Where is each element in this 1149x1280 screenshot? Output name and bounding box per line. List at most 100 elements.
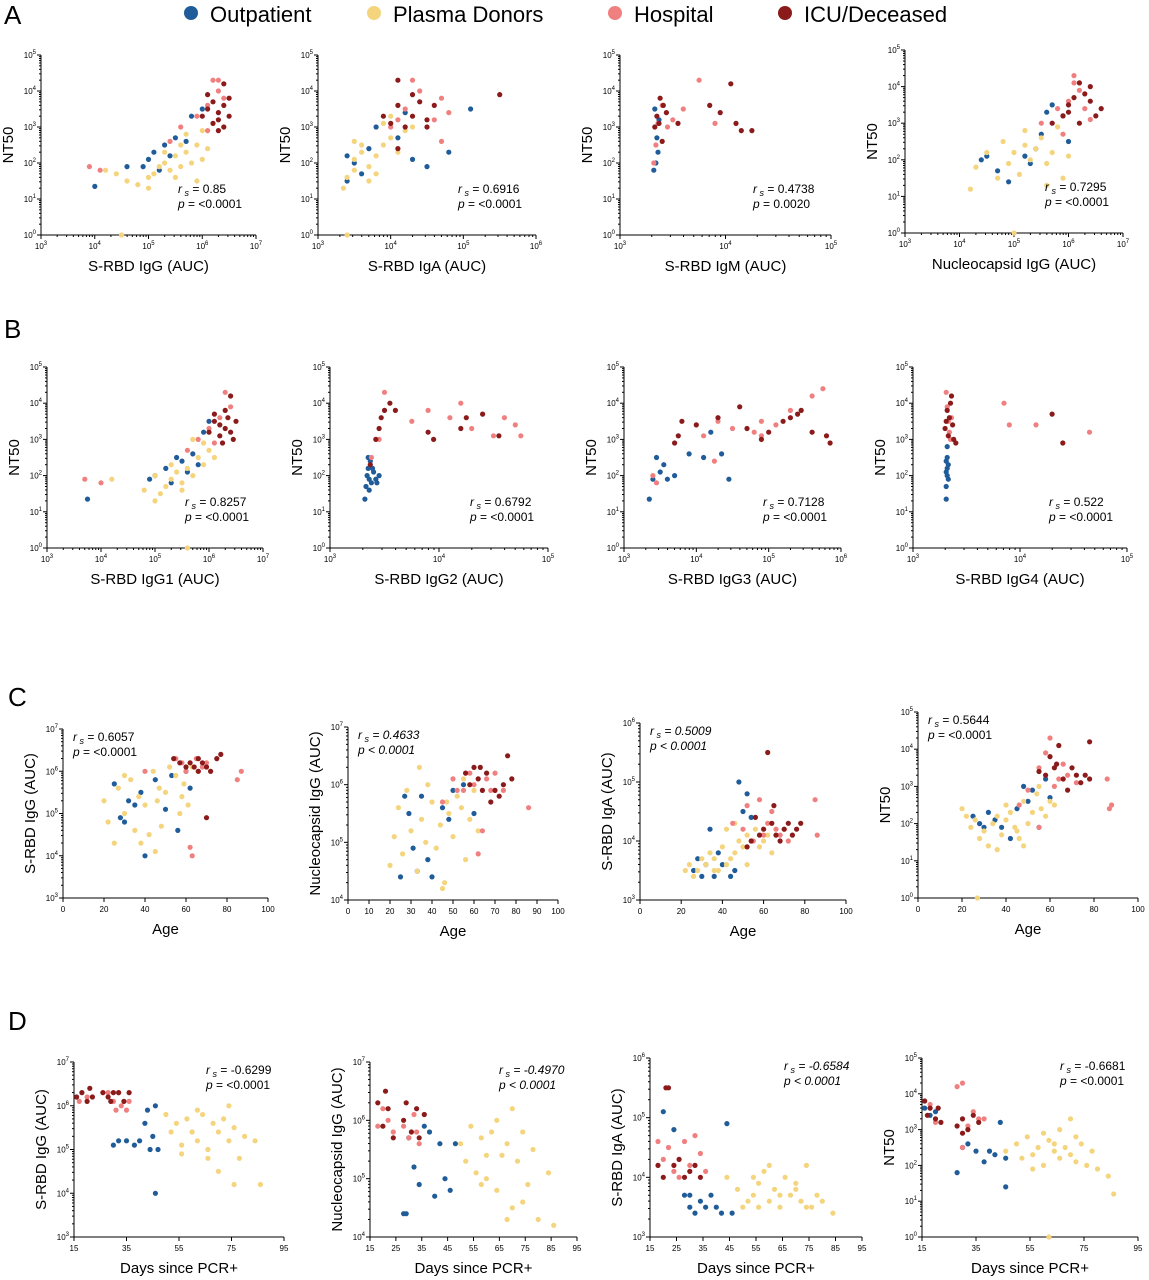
data-point-plasma-donors bbox=[682, 867, 688, 874]
data-point-plasma-donors bbox=[724, 1174, 730, 1180]
data-point-hospital bbox=[1060, 131, 1066, 137]
data-point-outpatient bbox=[732, 867, 738, 874]
data-point-plasma-donors bbox=[995, 175, 1001, 181]
data-point-plasma-donors bbox=[167, 764, 173, 770]
x-axis-title: S-RBD IgM (AUC) bbox=[665, 258, 787, 275]
y-axis-title: NT50 bbox=[289, 439, 306, 476]
data-point-icu-deceased bbox=[1078, 780, 1084, 786]
data-point-outpatient bbox=[1049, 102, 1055, 108]
data-point-hospital bbox=[438, 95, 445, 101]
data-point-outpatient bbox=[344, 178, 350, 184]
data-point-icu-deceased bbox=[183, 764, 189, 770]
y-axis-title: NT50 bbox=[0, 127, 17, 164]
x-tick-label: 100 bbox=[1131, 905, 1145, 914]
x-tick-label: 104 bbox=[433, 554, 446, 564]
data-point-icu-deceased bbox=[205, 92, 211, 98]
data-point-icu-deceased bbox=[401, 1117, 407, 1123]
data-point-hospital bbox=[715, 418, 721, 424]
data-point-icu-deceased bbox=[697, 1174, 704, 1180]
x-tick-label: 104 bbox=[95, 554, 108, 564]
data-point-icu-deceased bbox=[665, 1085, 672, 1091]
data-point-outpatient bbox=[1022, 153, 1028, 159]
data-point-plasma-donors bbox=[994, 813, 1000, 819]
y-tick-label: 100 bbox=[888, 228, 901, 238]
data-point-icu-deceased bbox=[385, 1106, 391, 1112]
data-point-plasma-donors bbox=[985, 843, 992, 849]
data-point-hospital bbox=[484, 776, 490, 782]
y-tick-label: 106 bbox=[46, 766, 59, 776]
data-point-outpatient bbox=[425, 857, 431, 863]
data-point-outpatient bbox=[932, 1109, 939, 1115]
data-point-hospital bbox=[1076, 87, 1082, 93]
data-point-icu-deceased bbox=[492, 787, 498, 794]
data-point-plasma-donors bbox=[719, 844, 726, 850]
data-point-plasma-donors bbox=[179, 480, 185, 486]
x-axis-title: Age bbox=[1015, 921, 1042, 938]
legend-marker-hospital bbox=[608, 6, 622, 20]
x-tick-label: 90 bbox=[533, 907, 542, 916]
data-point-hospital bbox=[381, 389, 388, 395]
stat-p: p = <0.0001 bbox=[1059, 1074, 1124, 1088]
data-point-plasma-donors bbox=[205, 146, 211, 152]
data-point-plasma-donors bbox=[388, 113, 394, 119]
data-point-hospital bbox=[1086, 429, 1093, 435]
data-point-hospital bbox=[665, 1144, 672, 1151]
data-point-icu-deceased bbox=[108, 1098, 114, 1104]
data-point-outpatient bbox=[195, 462, 201, 468]
data-point-outpatient bbox=[699, 873, 705, 880]
data-point-icu-deceased bbox=[943, 418, 949, 424]
data-point-hospital bbox=[471, 782, 477, 788]
data-point-plasma-donors bbox=[458, 1141, 464, 1147]
panel-letter-b: B bbox=[4, 314, 21, 344]
data-point-icu-deceased bbox=[761, 826, 767, 832]
data-point-outpatient bbox=[156, 167, 162, 173]
data-point-outpatient bbox=[124, 164, 130, 170]
data-point-icu-deceased bbox=[205, 106, 211, 112]
data-point-plasma-donors bbox=[113, 171, 119, 177]
data-point-hospital bbox=[820, 386, 826, 392]
data-point-outpatient bbox=[432, 1193, 438, 1199]
y-tick-label: 104 bbox=[623, 836, 636, 846]
data-point-icu-deceased bbox=[794, 826, 800, 832]
x-axis-title: Days since PCR+ bbox=[415, 1260, 533, 1277]
data-point-plasma-donors bbox=[190, 436, 196, 442]
x-tick-label: 103 bbox=[899, 239, 912, 249]
data-point-icu-deceased bbox=[959, 1116, 966, 1122]
data-point-icu-deceased bbox=[171, 756, 177, 762]
data-point-plasma-donors bbox=[1022, 142, 1028, 148]
stat-r-value: = 0.7295 bbox=[1056, 180, 1107, 194]
scatter-chart-16: 15 35 55 75 95 100 101 102 103 104 105 Days since P… bbox=[881, 1053, 1143, 1277]
data-point-outpatient bbox=[943, 483, 949, 490]
data-point-hospital bbox=[671, 1168, 677, 1174]
scatter-chart-14: 15 25 35 45 55 65 75 85 95 104 105 106 107 Days since… bbox=[329, 1057, 582, 1277]
y-tick-label: 102 bbox=[888, 155, 901, 165]
data-point-icu-deceased bbox=[228, 393, 234, 399]
data-point-plasma-donors bbox=[1094, 1166, 1101, 1172]
data-point-icu-deceased bbox=[392, 407, 398, 413]
y-tick-label: 105 bbox=[57, 1145, 70, 1155]
data-point-plasma-donors bbox=[380, 142, 386, 148]
y-tick-label: 103 bbox=[623, 895, 636, 905]
y-tick-label: 102 bbox=[30, 471, 43, 481]
data-point-outpatient bbox=[1029, 787, 1035, 793]
data-point-outpatient bbox=[421, 1123, 427, 1129]
data-point-plasma-donors bbox=[168, 1129, 174, 1135]
data-point-plasma-donors bbox=[205, 1146, 211, 1153]
data-point-icu-deceased bbox=[922, 1098, 928, 1104]
data-point-hospital bbox=[1060, 761, 1066, 767]
scatter-chart-7: 103 104 105 106 100 101 102 103 104 105 S-RBD IgG3… bbox=[583, 362, 848, 588]
y-tick-label: 105 bbox=[331, 837, 344, 847]
stat-r-value: = 0.4738 bbox=[764, 182, 815, 196]
data-point-plasma-donors bbox=[1040, 1162, 1047, 1168]
y-tick-label: 103 bbox=[896, 434, 909, 444]
data-point-plasma-donors bbox=[152, 498, 158, 504]
data-point-plasma-donors bbox=[437, 822, 443, 828]
data-point-outpatient bbox=[179, 458, 185, 464]
data-point-plasma-donors bbox=[439, 885, 446, 892]
y-tick-label: 101 bbox=[301, 194, 314, 204]
data-point-hospital bbox=[183, 768, 189, 774]
data-point-hospital bbox=[488, 787, 494, 794]
data-point-plasma-donors bbox=[478, 1135, 484, 1141]
data-point-plasma-donors bbox=[1030, 1166, 1036, 1172]
data-point-outpatient bbox=[728, 873, 734, 880]
